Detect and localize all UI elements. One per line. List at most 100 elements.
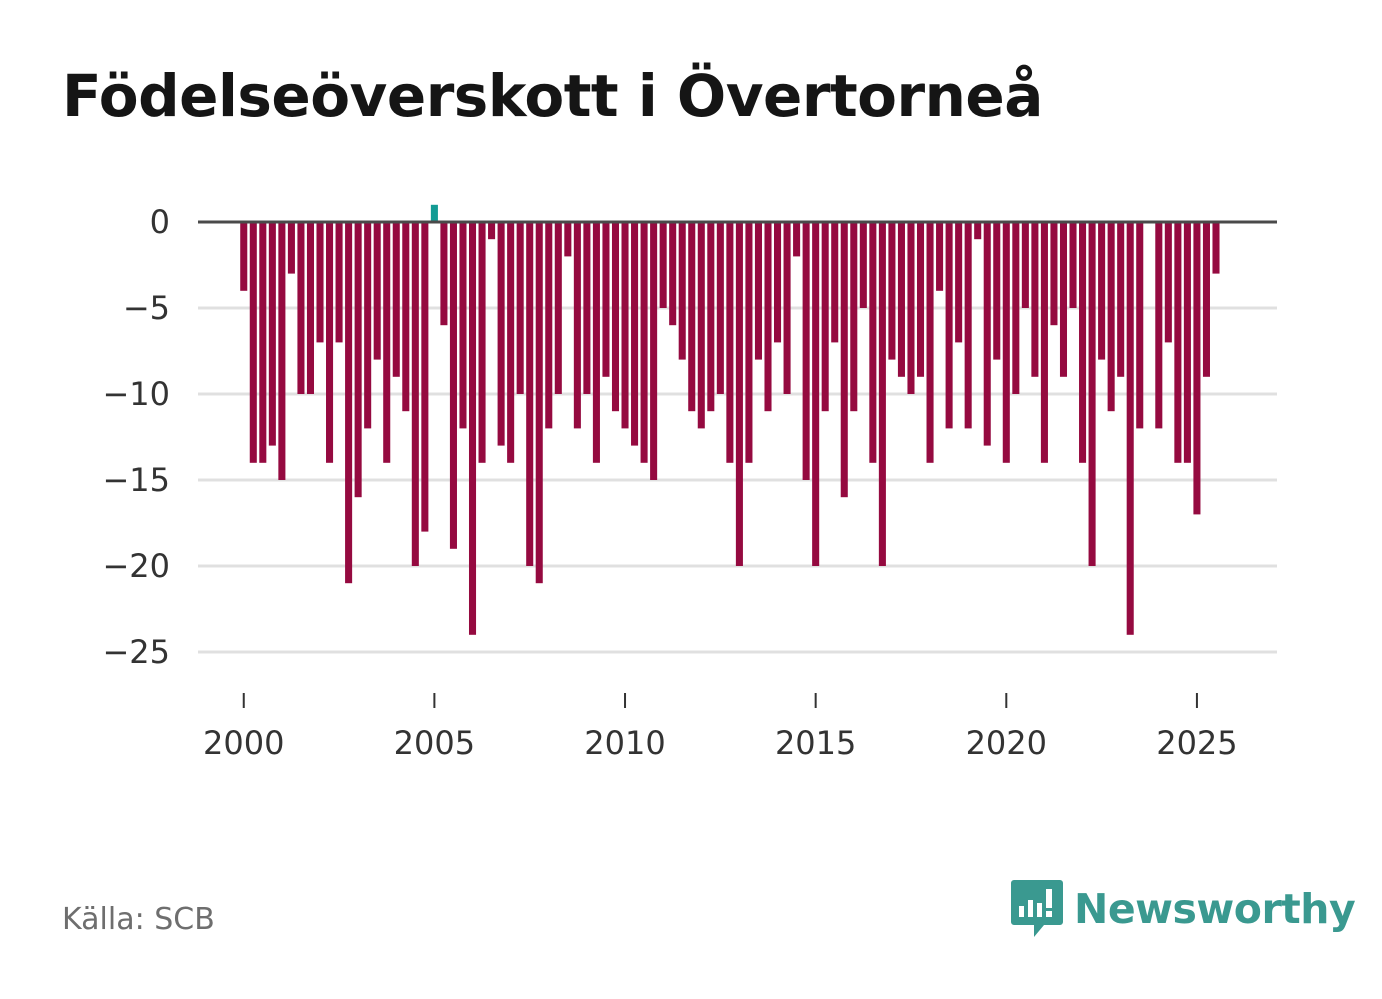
- bar: [364, 222, 372, 429]
- bar: [869, 222, 877, 463]
- bar: [507, 222, 515, 463]
- bar: [249, 222, 257, 463]
- bar: [545, 222, 553, 429]
- bar: [697, 222, 705, 429]
- bar: [1174, 222, 1182, 463]
- y-axis: 0 −5 −10 −15 −20 −25: [102, 203, 170, 671]
- bar: [678, 222, 686, 360]
- bar: [1079, 222, 1087, 463]
- bar: [1164, 222, 1172, 343]
- y-tick-label: −20: [102, 547, 170, 585]
- brand-name: Newsworthy: [1074, 885, 1356, 933]
- bar: [631, 222, 639, 446]
- bar: [993, 222, 1001, 360]
- bar: [345, 222, 353, 584]
- bar: [716, 222, 724, 394]
- newsworthy-brand: Newsworthy: [1010, 878, 1356, 940]
- y-tick-label: 0: [150, 203, 170, 241]
- bar: [1183, 222, 1191, 463]
- bar: [326, 222, 334, 463]
- chart-title: Födelseöverskott i Övertorneå: [62, 62, 1043, 130]
- bar: [1059, 222, 1068, 377]
- bar: [1021, 222, 1029, 308]
- bar: [726, 222, 734, 463]
- bar: [402, 222, 410, 412]
- bar: [354, 222, 362, 498]
- bar: [802, 222, 810, 480]
- bar: [840, 222, 848, 498]
- bar: [688, 222, 696, 412]
- x-axis: 2000 2005 2010 2015 2020 2025: [203, 693, 1238, 762]
- bar: [897, 222, 905, 377]
- bar: [888, 222, 896, 360]
- bar: [602, 222, 610, 377]
- bar: [850, 222, 858, 412]
- bar: [974, 222, 982, 240]
- bar: [793, 222, 801, 257]
- bar: [907, 222, 915, 394]
- bar: [411, 222, 419, 566]
- bar: [878, 222, 886, 566]
- bar: [669, 222, 677, 326]
- bar: [421, 222, 429, 532]
- newsworthy-logo-icon: [1011, 880, 1063, 937]
- bar: [611, 222, 620, 412]
- bar: [335, 222, 343, 343]
- y-tick-label: −10: [102, 375, 170, 413]
- bar: [535, 222, 543, 584]
- x-tick-label: 2000: [203, 724, 284, 762]
- bar: [373, 222, 381, 360]
- bar: [754, 222, 762, 360]
- bar: [774, 222, 782, 343]
- y-tick-label: −15: [102, 461, 170, 499]
- bar: [621, 222, 629, 429]
- bar: [392, 222, 400, 377]
- bar: [278, 222, 286, 480]
- bar: [831, 222, 839, 343]
- x-tick-label: 2025: [1156, 724, 1237, 762]
- bar: [859, 222, 867, 308]
- x-tick-label: 2015: [775, 724, 856, 762]
- bar: [526, 222, 534, 566]
- bar: [583, 222, 591, 394]
- bar: [1088, 222, 1096, 566]
- bar: [812, 222, 820, 566]
- bar: [1040, 222, 1048, 463]
- bar: [955, 222, 963, 343]
- x-tick-label: 2020: [966, 724, 1047, 762]
- bar: [936, 222, 944, 291]
- bar: [564, 222, 572, 257]
- bar: [659, 222, 667, 308]
- bar: [297, 222, 305, 394]
- bar: [1193, 222, 1201, 515]
- bar: [488, 222, 496, 240]
- bar: [964, 222, 972, 429]
- bar: [1002, 222, 1010, 463]
- bar: [383, 222, 391, 463]
- bar: [573, 222, 581, 429]
- bar: [650, 222, 658, 480]
- bar: [916, 222, 925, 377]
- bar: [1069, 222, 1077, 308]
- bar: [1126, 222, 1134, 635]
- bar: [554, 222, 562, 394]
- bar: [1031, 222, 1039, 377]
- bar: [783, 222, 791, 394]
- bar: [945, 222, 953, 429]
- bar: [640, 222, 648, 463]
- bar: [440, 222, 448, 326]
- bar: [478, 222, 486, 463]
- bar: [764, 222, 772, 412]
- bar: [735, 222, 743, 566]
- bar: [459, 222, 467, 429]
- x-tick-label: 2005: [394, 724, 475, 762]
- source-note: Källa: SCB: [62, 902, 215, 937]
- bar: [306, 222, 315, 394]
- bar: [707, 222, 715, 412]
- bar: [1012, 222, 1020, 394]
- bar: [1098, 222, 1106, 360]
- bar: [430, 204, 438, 222]
- bars: [240, 204, 1220, 635]
- bar: [592, 222, 600, 463]
